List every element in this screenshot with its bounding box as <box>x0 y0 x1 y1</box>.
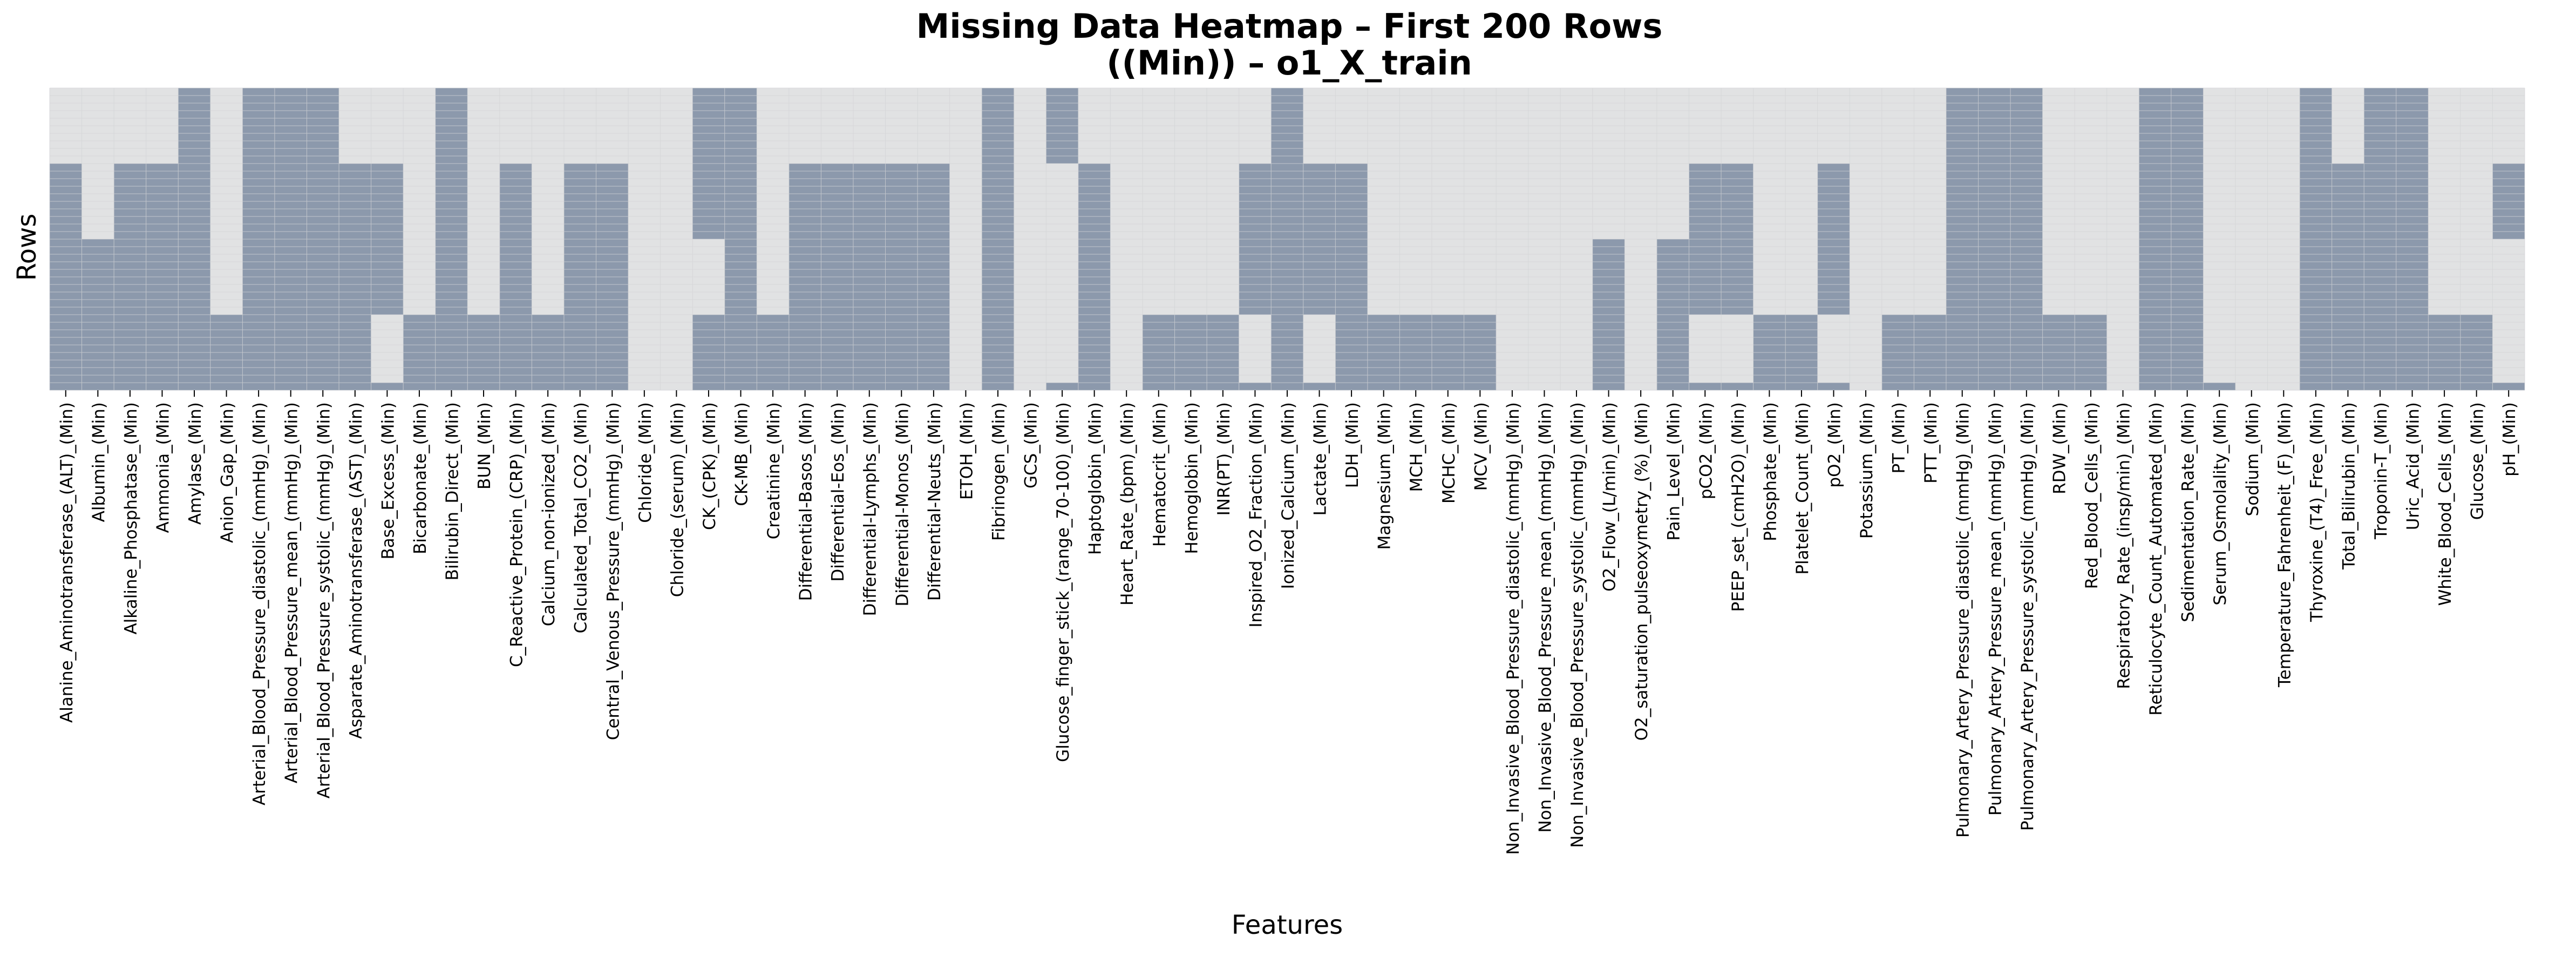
chart-subtitle: ((Min)) – o1_X_train <box>1106 43 1472 83</box>
x-tick-label: Fibrinogen_(Min) <box>989 402 1009 541</box>
x-tick-label: C_Reactive_Protein_(CRP)_(Min) <box>507 402 527 667</box>
x-tick-label: Chloride_(serum)_(Min) <box>668 402 687 597</box>
x-tick-label: White_Blood_Cells_(Min) <box>2436 402 2455 606</box>
missing-cell-block <box>1689 383 1722 390</box>
x-tick-label: Ammonia_(Min) <box>153 402 173 533</box>
x-tick-label: INR(PT)_(Min) <box>1214 402 1234 515</box>
x-tick-label: Temperature_Fahrenheit_(F)_(Min) <box>2275 402 2294 688</box>
x-tick-label: CK-MB_(Min) <box>732 402 752 506</box>
x-tick-label: Phosphate_(Min) <box>1761 402 1780 541</box>
x-tick-label: pO2_(Min) <box>1825 402 1844 488</box>
missing-cell-block <box>2492 383 2525 390</box>
x-tick-label: Differential-Eos_(Min) <box>828 402 848 582</box>
x-tick-label: Pain_Level_(Min) <box>1664 402 1684 541</box>
x-tick-label: Base_Excess_(Min) <box>378 402 398 560</box>
x-tick-label: Serum_Osmolality_(Min) <box>2211 402 2230 606</box>
x-tick-label: Potassium_(Min) <box>1857 402 1877 539</box>
x-tick-label: LDH_(Min) <box>1343 402 1362 488</box>
heatmap-plot-area <box>49 87 2525 391</box>
x-tick-label: Non_Invasive_Blood_Pressure_diastolic_(m… <box>1504 402 1523 855</box>
x-tick-label: Inspired_O2_Fraction_(Min) <box>1246 402 1266 628</box>
x-tick-label: Differential-Lymphs_(Min) <box>861 402 880 616</box>
x-tick-label: PT_(Min) <box>1889 402 1909 473</box>
x-tick-label: Arterial_Blood_Pressure_diastolic_(mmHg)… <box>250 402 269 805</box>
x-tick-label: RDW_(Min) <box>2050 402 2069 494</box>
missing-cell-block <box>1817 383 1850 390</box>
x-tick-label: Sodium_(Min) <box>2243 402 2262 516</box>
x-tick-label: pCO2_(Min) <box>1696 402 1716 499</box>
x-tick-label: O2_Flow_(L/min)_(Min) <box>1600 402 1620 592</box>
x-tick-label: Arterial_Blood_Pressure_mean_(mmHg)_(Min… <box>282 402 302 783</box>
x-tick-label: Differential-Basos_(Min) <box>797 402 816 601</box>
x-tick-label: Glucose_finger_stick_(range_70-100)_(Min… <box>1053 402 1073 762</box>
x-tick-label: Differential-Neuts_(Min) <box>925 402 944 601</box>
x-axis-tick-labels: Alanine_Aminotransferase_(ALT)_(Min) Albu… <box>57 390 2519 855</box>
x-tick-label: Respiratory_Rate_(insp/min)_(Min) <box>2115 402 2134 689</box>
x-tick-label: Anion_Gap_(Min) <box>218 402 237 543</box>
x-tick-label: Heart_Rate_(bpm)_(Min) <box>1118 402 1137 606</box>
x-axis-label: Features <box>1232 910 1343 940</box>
x-tick-label: pH_(Min) <box>2500 402 2519 477</box>
x-tick-label: Chloride_(Min) <box>636 402 655 523</box>
x-tick-label: Red_Blood_Cells_(Min) <box>2082 402 2102 589</box>
x-tick-label: Troponin-T_(Min) <box>2371 402 2391 540</box>
x-tick-label: PTT_(Min) <box>1921 402 1941 484</box>
x-tick-label: Uric_Acid_(Min) <box>2404 402 2423 530</box>
x-tick-label: Sedimentation_Rate_(Min) <box>2179 402 2198 622</box>
chart-title: Missing Data Heatmap – First 200 Rows <box>916 6 1663 46</box>
x-tick-label: Asparate_Aminotransferase_(AST)_(Min) <box>346 402 366 739</box>
x-tick-label: Alanine_Aminotransferase_(ALT)_(Min) <box>57 402 77 723</box>
x-tick-label: Differential-Monos_(Min) <box>893 402 912 606</box>
heatmap-grid <box>49 87 2525 391</box>
x-tick-label: Hemoglobin_(Min) <box>1182 402 1201 554</box>
x-tick-label: Albumin_(Min) <box>89 402 108 522</box>
x-tick-label: Reticulocyte_Count_Automated_(Min) <box>2146 402 2166 716</box>
x-tick-label: Pulmonary_Artery_Pressure_diastolic_(mmH… <box>1954 402 1973 838</box>
y-axis-label: Rows <box>12 214 42 281</box>
x-tick-label: MCHC_(Min) <box>1439 402 1459 504</box>
missing-cell-block <box>1046 383 1078 390</box>
x-tick-label: Calculated_Total_CO2_(Min) <box>572 402 591 633</box>
x-tick-label: Lactate_(Min) <box>1311 402 1330 515</box>
x-tick-label: Pulmonary_Artery_Pressure_mean_(mmHg)_(M… <box>1986 402 2005 816</box>
x-tick-label: BUN_(Min) <box>475 402 494 490</box>
missing-cell-block <box>1721 383 1753 390</box>
x-tick-label: Ionized_Calcium_(Min) <box>1279 402 1298 589</box>
x-tick-label: MCV_(Min) <box>1471 402 1491 491</box>
x-tick-label: Total_Bilirubin_(Min) <box>2339 402 2358 570</box>
x-tick-label: Thyroxine_(T4)_Free_(Min) <box>2307 402 2327 622</box>
missing-cell-block <box>2203 383 2235 390</box>
x-tick-label: Alkaline_Phosphatase_(Min) <box>121 402 141 635</box>
x-tick-label: Bicarbonate_(Min) <box>411 402 430 554</box>
missing-cell-block <box>1239 383 1272 390</box>
x-tick-label: O2_saturation_pulseoxymetry_(%)_(Min) <box>1632 402 1651 741</box>
x-tick-label: Central_Venous_Pressure_(mmHg)_(Min) <box>603 402 623 740</box>
x-tick-label: Pulmonary_Artery_Pressure_systolic_(mmHg… <box>2018 402 2037 831</box>
x-tick-label: GCS_(Min) <box>1022 402 1041 488</box>
x-tick-label: Amylase_(Min) <box>186 402 205 525</box>
missing-cell-block <box>371 383 404 390</box>
x-tick-label: Bilirubin_Direct_(Min) <box>443 402 462 580</box>
x-tick-label: ETOH_(Min) <box>957 402 976 500</box>
x-tick-label: Hematocrit_(Min) <box>1150 402 1170 547</box>
x-tick-label: Creatinine_(Min) <box>764 402 784 539</box>
missing-cell-block <box>1303 383 1336 390</box>
x-tick-label: CK_(CPK)_(Min) <box>700 402 719 530</box>
x-tick-label: Calcium_non-ionized_(Min) <box>539 402 559 626</box>
x-tick-label: MCH_(Min) <box>1407 402 1426 492</box>
x-tick-label: PEEP_set_(cmH2O)_(Min) <box>1729 402 1748 612</box>
x-tick-label: Magnesium_(Min) <box>1375 402 1395 549</box>
x-tick-label: Platelet_Count_(Min) <box>1793 402 1812 575</box>
x-tick-label: Glucose_(Min) <box>2468 402 2487 520</box>
x-tick-label: Arterial_Blood_Pressure_systolic_(mmHg)_… <box>314 402 334 798</box>
x-tick-label: Non_Invasive_Blood_Pressure_mean_(mmHg)_… <box>1535 402 1555 833</box>
x-tick-label: Haptoglobin_(Min) <box>1086 402 1105 555</box>
x-tick-label: Non_Invasive_Blood_Pressure_systolic_(mm… <box>1568 402 1587 848</box>
